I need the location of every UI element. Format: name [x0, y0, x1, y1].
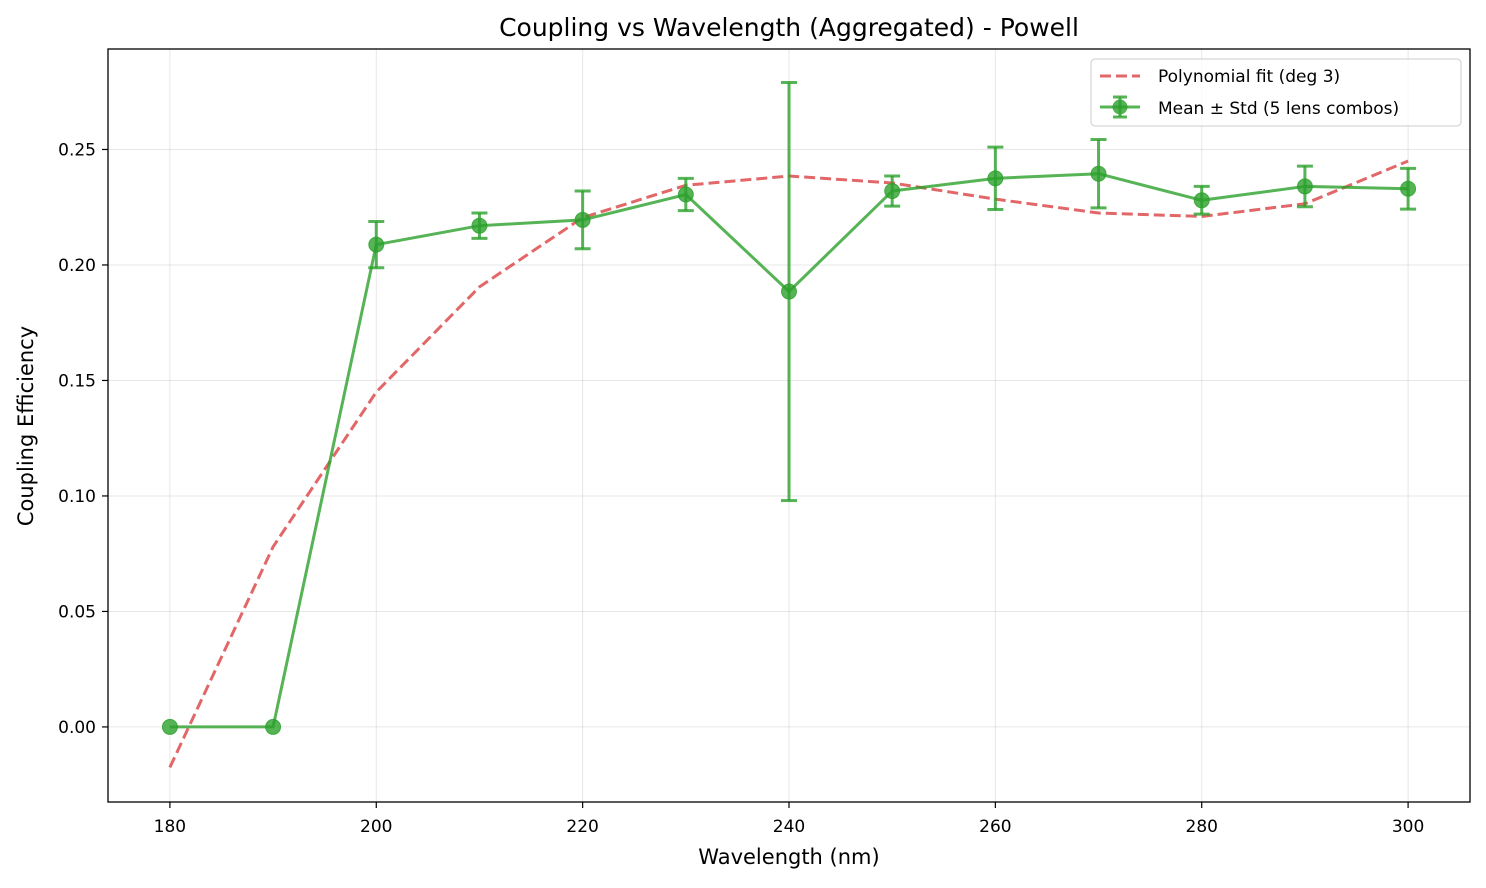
legend-fit-label: Polynomial fit (deg 3)	[1158, 67, 1340, 87]
mean-point	[1400, 180, 1417, 197]
mean-point	[677, 186, 694, 203]
mean-point	[884, 183, 901, 200]
mean-point	[471, 217, 488, 234]
mean-point	[161, 718, 178, 735]
y-tick-label: 0.20	[58, 256, 96, 276]
y-tick-label: 0.25	[58, 140, 96, 160]
legend-box	[1090, 58, 1462, 127]
x-tick-label: 300	[1392, 817, 1424, 837]
legend-mean-swatch	[1100, 95, 1140, 119]
mean-point	[368, 236, 385, 253]
mean-point	[265, 718, 282, 735]
chart-title: Coupling vs Wavelength (Aggregated) - Po…	[499, 13, 1079, 42]
mean-point	[1090, 165, 1107, 182]
x-tick-label: 260	[979, 817, 1011, 837]
mean-point	[1193, 192, 1210, 209]
legend-mean-label: Mean ± Std (5 lens combos)	[1158, 99, 1399, 119]
y-tick-label: 0.10	[58, 487, 96, 507]
mean-point	[987, 170, 1004, 187]
series-layer	[161, 80, 1417, 768]
x-tick-label: 280	[1186, 817, 1218, 837]
mean-point	[574, 211, 591, 228]
mean-point	[1296, 178, 1313, 195]
x-axis-label: Wavelength (nm)	[698, 845, 879, 869]
axes-layer: 180 200 220 240 260 280 300 0.00 0.05 0.10 0.15 0.2…	[58, 48, 1471, 837]
y-tick-label: 0.05	[58, 602, 96, 622]
y-axis-label: Coupling Efficiency	[14, 326, 38, 526]
x-tick-label: 240	[773, 817, 805, 837]
mean-point	[781, 283, 797, 300]
x-tick-label: 180	[154, 817, 186, 837]
x-tick-label: 220	[566, 817, 598, 837]
y-tick-label: 0.00	[58, 718, 96, 738]
x-tick-label: 200	[360, 817, 392, 837]
y-tick-label: 0.15	[58, 371, 96, 391]
legend: Polynomial fit (deg 3) Mean ± Std (5 len…	[1090, 58, 1462, 127]
